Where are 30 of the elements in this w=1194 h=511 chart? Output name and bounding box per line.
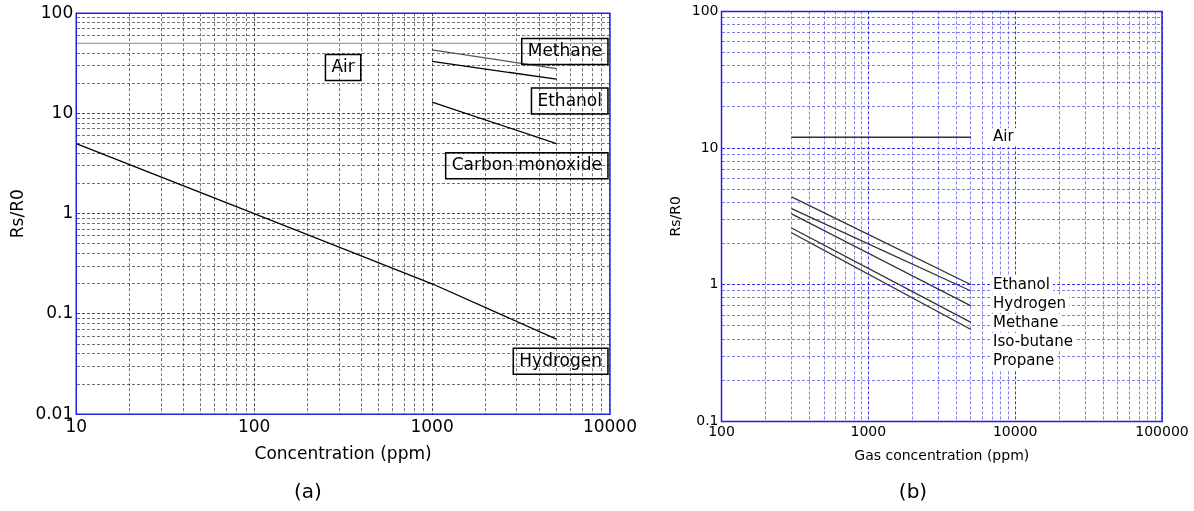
y-tick-label: 0.1 <box>46 302 74 323</box>
x-tick-label: 1000 <box>850 423 887 440</box>
y-tick-label: 10 <box>51 101 74 122</box>
series-label: Air <box>331 55 355 76</box>
x-tick-label: 100000 <box>1135 423 1189 440</box>
y-tick-label: 100 <box>40 1 74 22</box>
y-tick-label: 1 <box>62 202 74 223</box>
y-axis-title: Rs/R0 <box>667 196 684 237</box>
x-axis-title: Concentration (ppm) <box>254 443 432 464</box>
x-tick-label: 10000 <box>582 415 638 436</box>
text: (a) <box>294 479 322 504</box>
series-label: Methane <box>992 312 1059 331</box>
series-label: Air <box>992 127 1015 146</box>
series-label: Methane <box>527 40 602 61</box>
y-tick-label: 100 <box>691 2 719 19</box>
series-label: Ethanol <box>992 274 1050 293</box>
text: Propane <box>992 350 1055 369</box>
series-label: Ethanol <box>537 89 602 110</box>
text: (b) <box>898 479 928 504</box>
x-axis-title: Gas concentration (ppm) <box>854 447 1030 464</box>
series-label: Iso-butane <box>992 331 1073 350</box>
series-label: Hydrogen <box>992 293 1066 312</box>
y-axis-title: Rs/R0 <box>6 189 27 239</box>
series-label: Hydrogen <box>519 349 602 370</box>
series-label: Carbon monoxide <box>451 154 602 175</box>
y-tick-label: 10 <box>700 138 719 155</box>
x-tick-label: 1000 <box>410 415 454 436</box>
y-tick-label: 1 <box>709 275 719 292</box>
x-tick-label: 10000 <box>992 423 1038 440</box>
x-tick-label: 100 <box>237 415 271 436</box>
